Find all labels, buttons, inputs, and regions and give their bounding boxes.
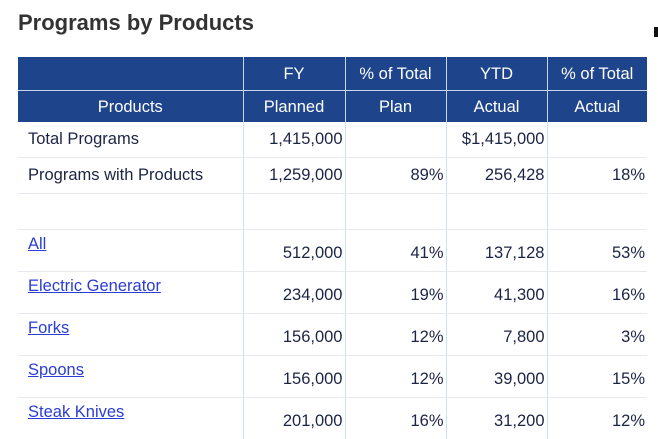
header-row-2: Products Planned Plan Actual Actual — [18, 91, 647, 123]
cell-fy-planned — [243, 194, 345, 230]
header-fy: FY — [243, 57, 345, 91]
product-link-forks[interactable]: Forks — [28, 319, 69, 337]
table-row-spacer — [18, 194, 647, 230]
cell-ytd-actual: 31,200 — [446, 398, 547, 439]
cell-ytd-actual: 41,300 — [446, 272, 547, 314]
row-label: Programs with Products — [18, 158, 243, 194]
table-row-product-electric-generator: Electric Generator 234,000 19% 41,300 16… — [18, 272, 647, 314]
cell-fy-planned: 1,415,000 — [243, 122, 345, 158]
cell-ytd-actual: 7,800 — [446, 314, 547, 356]
cell-pct-plan: 89% — [345, 158, 446, 194]
cell-fy-planned: 156,000 — [243, 314, 345, 356]
header-row-1: FY % of Total YTD % of Total — [18, 57, 647, 91]
cell-fy-planned: 156,000 — [243, 356, 345, 398]
header-planned: Planned — [243, 91, 345, 123]
programs-by-products-table: FY % of Total YTD % of Total Products Pl… — [18, 57, 647, 439]
cell-pct-actual — [547, 122, 647, 158]
cell-pct-actual: 18% — [547, 158, 647, 194]
table-row-total-programs: Total Programs 1,415,000 $1,415,000 — [18, 122, 647, 158]
cell-ytd-actual: $1,415,000 — [446, 122, 547, 158]
table-row-programs-with-products: Programs with Products 1,259,000 89% 256… — [18, 158, 647, 194]
cell-ytd-actual: 39,000 — [446, 356, 547, 398]
cell-pct-plan: 16% — [345, 398, 446, 439]
cell-ytd-actual — [446, 194, 547, 230]
table-row-product-all: All 512,000 41% 137,128 53% — [18, 230, 647, 272]
cell-pct-plan: 19% — [345, 272, 446, 314]
cell-fy-planned: 1,259,000 — [243, 158, 345, 194]
header-plan: Plan — [345, 91, 446, 123]
row-label: Total Programs — [18, 122, 243, 158]
header-pct-total-plan-top: % of Total — [345, 57, 446, 91]
cell-pct-actual: 12% — [547, 398, 647, 439]
table-row-product-spoons: Spoons 156,000 12% 39,000 15% — [18, 356, 647, 398]
header-products-top — [18, 57, 243, 91]
row-label — [18, 194, 243, 230]
cell-ytd-actual: 137,128 — [446, 230, 547, 272]
cell-pct-plan: 41% — [345, 230, 446, 272]
cell-pct-plan — [345, 122, 446, 158]
cell-fy-planned: 234,000 — [243, 272, 345, 314]
cell-pct-plan: 12% — [345, 314, 446, 356]
product-link-electric-generator[interactable]: Electric Generator — [28, 277, 161, 295]
cell-pct-plan: 12% — [345, 356, 446, 398]
page-title: Programs by Products — [18, 10, 254, 36]
mouse-cursor-icon — [654, 27, 658, 37]
header-pct-total-actual-top: % of Total — [547, 57, 647, 91]
product-link-all[interactable]: All — [28, 235, 46, 253]
header-actual: Actual — [446, 91, 547, 123]
cell-pct-actual — [547, 194, 647, 230]
cell-pct-actual: 16% — [547, 272, 647, 314]
table-row-product-forks: Forks 156,000 12% 7,800 3% — [18, 314, 647, 356]
cell-fy-planned: 201,000 — [243, 398, 345, 439]
cell-fy-planned: 512,000 — [243, 230, 345, 272]
table-row-product-steak-knives: Steak Knives 201,000 16% 31,200 12% — [18, 398, 647, 439]
cell-ytd-actual: 256,428 — [446, 158, 547, 194]
cell-pct-actual: 3% — [547, 314, 647, 356]
header-ytd: YTD — [446, 57, 547, 91]
cell-pct-plan — [345, 194, 446, 230]
product-link-steak-knives[interactable]: Steak Knives — [28, 403, 124, 421]
cell-pct-actual: 15% — [547, 356, 647, 398]
header-products: Products — [18, 91, 243, 123]
header-pct-actual: Actual — [547, 91, 647, 123]
product-link-spoons[interactable]: Spoons — [28, 361, 84, 379]
cell-pct-actual: 53% — [547, 230, 647, 272]
